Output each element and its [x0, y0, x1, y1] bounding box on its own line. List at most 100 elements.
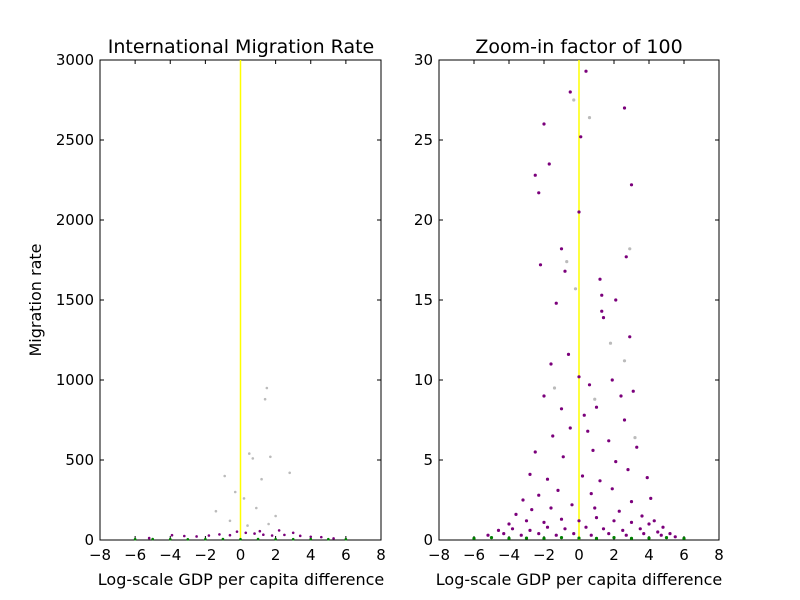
chart-right-point: [584, 69, 588, 73]
chart-right-point: [593, 397, 597, 401]
chart-right-point: [579, 135, 583, 139]
chart-left-point: [256, 537, 260, 541]
chart-right: Zoom-in factor of 100 Log-scale GDP per …: [414, 36, 724, 589]
chart-left-xtick-label: −8: [89, 546, 111, 564]
chart-right-point: [559, 536, 564, 540]
chart-right-point: [614, 460, 618, 464]
chart-right-point: [628, 335, 632, 339]
chart-right-point: [572, 98, 576, 102]
chart-right-point: [537, 191, 541, 195]
chart-right-plot-area: −8 −6 −4 −2 0 2 4 6 8 0 5 10 15 20 25 30: [414, 51, 724, 564]
chart-right-point: [577, 375, 581, 379]
chart-right-point: [621, 528, 625, 533]
chart-right-point: [559, 247, 564, 251]
chart-right-point: [659, 533, 663, 537]
chart-right-xtick-label: 8: [714, 546, 724, 564]
chart-right-point: [533, 450, 537, 454]
chart-right-point: [594, 405, 599, 409]
chart-left-point: [244, 531, 248, 535]
chart-right-point: [545, 477, 550, 481]
chart-left-xtick-label: −2: [194, 546, 216, 564]
chart-right-point: [556, 488, 560, 492]
chart-left-point: [221, 537, 225, 541]
chart-right-point: [594, 516, 599, 520]
chart-left-point: [283, 533, 286, 537]
chart-right-point: [587, 383, 592, 387]
chart-right-point: [524, 536, 529, 540]
chart-left-ytick-label: 1000: [56, 371, 94, 389]
chart-right-point: [530, 508, 534, 512]
chart-right-point: [629, 183, 634, 187]
chart-right-point: [601, 527, 606, 531]
chart-right-point: [521, 498, 525, 502]
chart-right-point: [507, 522, 511, 526]
chart-left-xlabel: Log-scale GDP per capita difference: [98, 570, 384, 589]
chart-left-ytick-label: 3000: [56, 51, 94, 69]
chart-right-point: [577, 536, 581, 540]
chart-left-point: [170, 533, 174, 537]
chart-right-point: [542, 394, 546, 398]
chart-right-point: [619, 394, 623, 398]
chart-left-point: [253, 532, 256, 535]
chart-right-point: [593, 506, 597, 510]
chart-left-ytick-label: 1500: [56, 291, 94, 309]
chart-right-point: [572, 532, 576, 536]
chart-left-point: [274, 537, 277, 541]
chart-left-point: [332, 537, 335, 540]
chart-right-point: [652, 519, 656, 523]
chart-left-xtick-label: −4: [159, 546, 181, 564]
chart-right-point: [642, 532, 646, 536]
chart-right-point: [586, 429, 590, 433]
chart-left-point: [186, 538, 190, 541]
chart-left-point: [228, 519, 232, 523]
chart-right-point: [668, 532, 672, 536]
chart-right-point: [472, 536, 476, 541]
chart-right-point: [600, 293, 604, 297]
chart-left-point: [263, 397, 267, 401]
chart-right-xtick-label: −8: [428, 546, 450, 564]
chart-left-point: [183, 534, 186, 538]
chart-right-point: [638, 527, 642, 531]
chart-left-point: [344, 537, 348, 541]
chart-left-point: [269, 455, 272, 459]
chart-left-point: [265, 386, 269, 390]
chart-left-point: [223, 474, 226, 478]
chart-right-point: [537, 493, 541, 497]
chart-right-point: [647, 536, 651, 540]
chart-right-xtick-label: 4: [644, 546, 654, 564]
chart-left-point: [291, 537, 295, 541]
chart-left-xtick-label: 0: [236, 546, 246, 564]
chart-left-point: [298, 534, 302, 538]
chart-right-point: [554, 533, 558, 537]
chart-right-point: [587, 116, 592, 120]
chart-right-point: [563, 269, 567, 273]
chart-right-point: [577, 210, 581, 214]
chart-right-point: [607, 439, 611, 443]
chart-right-ytick-label: 0: [423, 531, 433, 549]
chart-right-point: [594, 536, 599, 541]
chart-right-point: [554, 301, 558, 305]
chart-right-point: [545, 525, 550, 529]
chart-right-point: [614, 298, 618, 302]
chart-right-point: [633, 436, 637, 440]
chart-right-point: [600, 309, 604, 313]
chart-left-point: [147, 536, 151, 540]
chart-right-point: [591, 448, 595, 452]
chart-right-point: [528, 528, 532, 533]
chart-left-xtick-label: 2: [271, 546, 281, 564]
chart-right-point: [624, 533, 628, 537]
chart-right-ytick-label: 30: [414, 51, 433, 69]
chart-right-ytick-label: 20: [414, 211, 433, 229]
chart-left-point: [277, 529, 281, 532]
chart-right-point: [537, 532, 541, 536]
chart-left-xtick-label: 4: [306, 546, 316, 564]
chart-left-plot-area: −8 −6 −4 −2 0 2 4 6 8 0 500 1000 1500 2000 2500 3000: [56, 51, 386, 564]
chart-right-xtick-label: −4: [498, 546, 520, 564]
chart-left-point: [214, 509, 218, 513]
chart-right-point: [489, 536, 494, 540]
chart-right-point: [612, 536, 616, 540]
chart-right-point: [502, 532, 506, 536]
chart-right-point: [645, 476, 649, 480]
chart-right-ytick-label: 25: [414, 131, 433, 149]
